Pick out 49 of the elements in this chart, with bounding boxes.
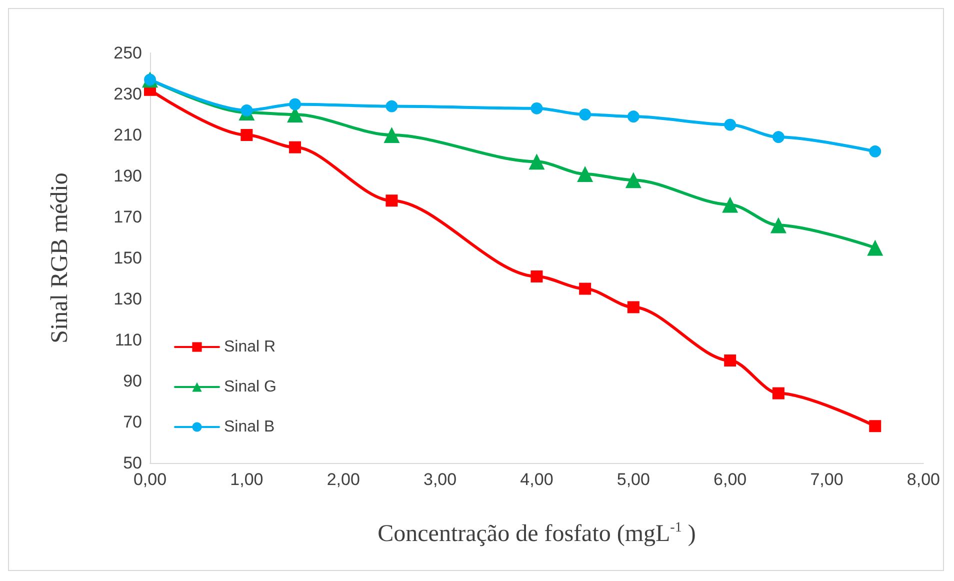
point <box>627 301 640 314</box>
point <box>577 166 594 182</box>
x-tick-label: 8,00 <box>906 470 940 489</box>
point <box>384 127 400 143</box>
x-tick-label: 1,00 <box>230 470 264 489</box>
point <box>724 354 736 366</box>
point <box>240 104 253 116</box>
y-tick-label: 230 <box>114 84 142 104</box>
point <box>627 110 640 123</box>
x-tick-label: 5,00 <box>616 470 650 489</box>
point <box>724 118 736 131</box>
y-tick-label: 70 <box>123 412 142 432</box>
legend-label: Sinal B <box>224 418 275 436</box>
point <box>530 270 543 282</box>
point <box>869 145 882 158</box>
y-tick-label: 190 <box>114 166 142 186</box>
point <box>289 98 302 110</box>
y-tick-label: 250 <box>114 44 142 62</box>
x-tick-label: 4,00 <box>520 470 554 489</box>
point <box>625 172 642 188</box>
y-tick-label: 50 <box>123 454 142 472</box>
x-tick-label: 7,00 <box>810 470 844 489</box>
point <box>528 154 545 170</box>
x-tick-label: 0,00 <box>133 470 167 489</box>
y-tick-label: 210 <box>114 126 142 144</box>
y-tick-label: 110 <box>114 330 142 350</box>
y-axis-title: Sinal RGB médio <box>47 172 73 344</box>
point <box>386 100 398 112</box>
point <box>772 131 784 144</box>
y-tick-label: 130 <box>114 290 142 308</box>
point <box>579 108 592 120</box>
x-tick-label: 3,00 <box>424 470 457 489</box>
point <box>770 217 786 234</box>
point <box>772 387 784 400</box>
point <box>722 196 738 213</box>
point <box>867 240 884 256</box>
legend-label: Sinal G <box>224 378 276 396</box>
x-tick-label: 6,00 <box>714 470 747 489</box>
y-tick-label: 150 <box>114 248 142 268</box>
point <box>289 141 302 154</box>
point <box>240 129 253 141</box>
point <box>386 194 398 207</box>
point <box>579 282 592 295</box>
x-tick-label: 2,00 <box>326 470 360 489</box>
y-tick-label: 170 <box>114 208 142 226</box>
point <box>869 420 882 432</box>
legend-label: Sinal R <box>224 338 276 356</box>
point <box>530 102 543 114</box>
y-tick-label: 90 <box>123 372 142 390</box>
